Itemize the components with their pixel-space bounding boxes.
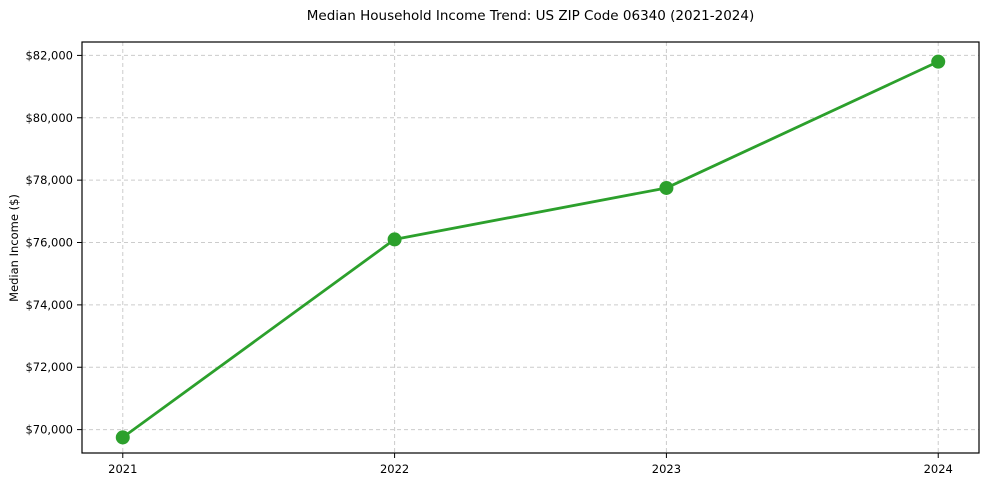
chart-title: Median Household Income Trend: US ZIP Co…: [306, 8, 755, 24]
x-tick-label: 2024: [924, 462, 953, 476]
data-point-2021: [115, 430, 130, 445]
x-tick-label: 2021: [108, 462, 137, 476]
y-tick-label: $82,000: [25, 48, 73, 62]
y-axis-label: Median Income ($): [7, 194, 21, 302]
y-tick-label: $76,000: [25, 236, 73, 250]
x-tick-label: 2023: [652, 462, 681, 476]
trend-line: [121, 60, 940, 439]
y-tick-label: $78,000: [25, 173, 73, 187]
y-tick-label: $74,000: [25, 298, 73, 312]
data-point-2022: [387, 232, 402, 247]
plot-border: [81, 41, 980, 454]
data-point-2023: [659, 180, 674, 195]
data-point-2024: [931, 54, 946, 69]
y-tick-label: $70,000: [25, 423, 73, 437]
x-tick-label: 2022: [380, 462, 409, 476]
y-tick-label: $80,000: [25, 111, 73, 125]
y-tick-label: $72,000: [25, 360, 73, 374]
